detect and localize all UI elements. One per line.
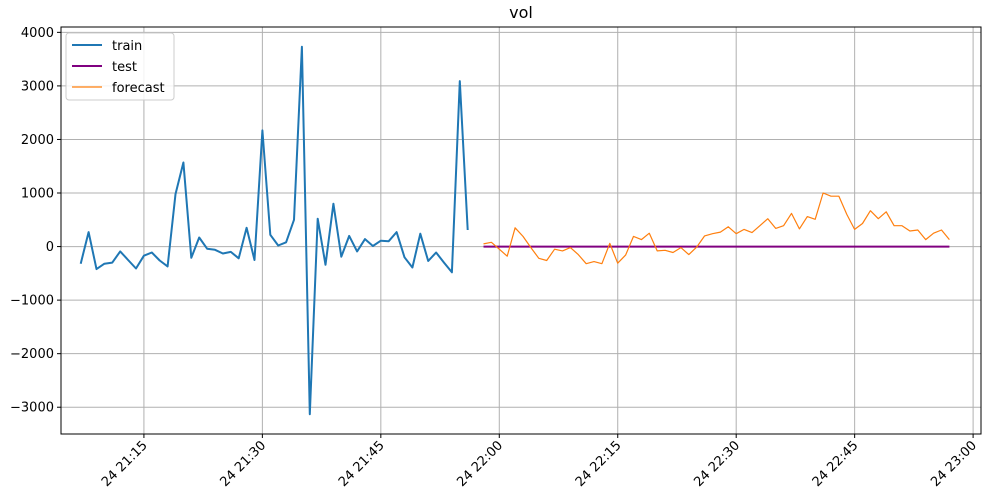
x-tick-label: 24 21:15: [99, 438, 151, 490]
series-line-train: [79, 45, 469, 416]
y-tick-label: 2000: [21, 133, 54, 148]
series-line-forecast: [483, 192, 950, 265]
x-tick-label: 24 23:00: [928, 438, 980, 490]
y-tick-label: 4000: [21, 26, 54, 41]
y-tick-label: −2000: [10, 347, 54, 362]
chart-title: vol: [509, 3, 533, 22]
x-tick-label: 24 22:45: [810, 438, 862, 490]
x-tick-label: 24 21:30: [217, 438, 269, 490]
y-tick-label: −3000: [10, 401, 54, 416]
legend-label-forecast: forecast: [112, 81, 165, 96]
plot-frame: [60, 26, 982, 435]
legend-label-train: train: [112, 39, 142, 54]
grid: [61, 27, 981, 434]
y-tick-label: 3000: [21, 79, 54, 94]
y-tick-label: 0: [46, 240, 54, 255]
legend-box: [65, 32, 175, 101]
x-tick-label: 24 21:45: [336, 438, 388, 490]
y-tick-label: −1000: [10, 294, 54, 309]
legend: train test forecast: [65, 32, 175, 101]
legend-label-test: test: [112, 60, 137, 75]
y-tick-label: 1000: [21, 187, 54, 202]
series-layer: [79, 45, 950, 416]
x-tick-label: 24 22:30: [691, 438, 743, 490]
x-tick-label: 24 22:15: [573, 438, 625, 490]
x-tick-label: 24 22:00: [454, 438, 506, 490]
